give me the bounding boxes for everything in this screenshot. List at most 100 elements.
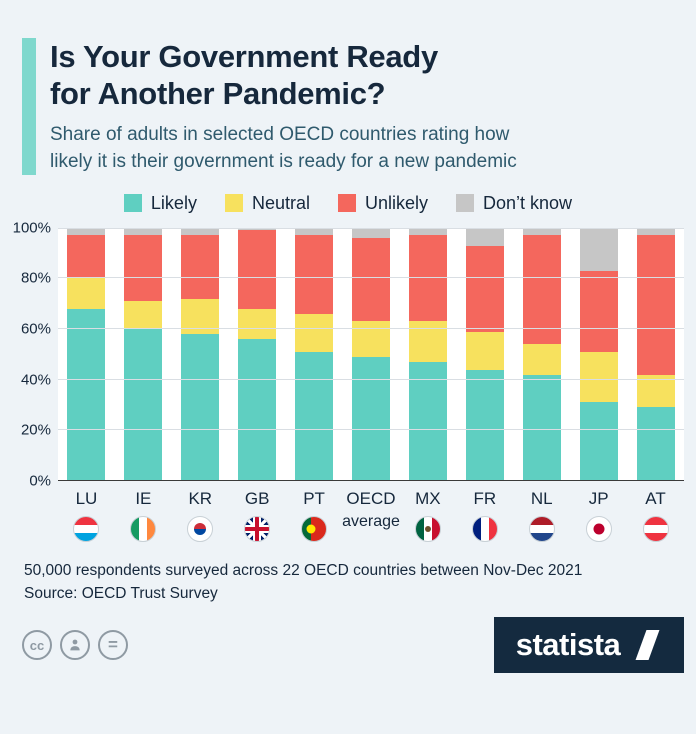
- bar-segment-unlikely: [295, 235, 334, 314]
- x-label-fr: FR: [473, 488, 497, 508]
- legend-item-likely: Likely: [123, 193, 197, 214]
- x-label-lu: LU: [75, 488, 98, 508]
- x-label-at: AT: [645, 488, 666, 508]
- bar-segment-don-t-know: [408, 227, 447, 236]
- flag-slot-ie: [115, 515, 172, 542]
- bar-segment-likely: [465, 369, 504, 481]
- bar-segment-don-t-know: [124, 227, 163, 236]
- x-label-oecd: OECD: [346, 488, 396, 508]
- bar-ie: [124, 227, 163, 481]
- bar-segment-unlikely: [181, 235, 220, 299]
- gridline: [58, 479, 684, 481]
- legend-label: Unlikely: [364, 192, 429, 213]
- y-tick-label: 20%: [20, 421, 51, 439]
- gridline: [58, 227, 684, 229]
- legend-item-unlikely: Unlikely: [337, 192, 429, 214]
- legend-swatch: [456, 194, 475, 213]
- cc-license-icon[interactable]: cc: [22, 630, 52, 661]
- bar-slot-ie: [115, 227, 172, 481]
- gridline: [58, 429, 684, 431]
- bar-pt: [295, 227, 334, 481]
- gridline: [58, 378, 684, 380]
- chart: 0% 20% 40% 60% 80% 100%: [10, 219, 684, 489]
- bar-mx: [408, 227, 447, 481]
- bar-slot-gb: [229, 227, 286, 481]
- x-label-nl: NL: [530, 488, 553, 508]
- bar-slot-at: [627, 227, 684, 481]
- bar-segment-likely: [67, 308, 106, 481]
- flag-at-icon: [642, 515, 669, 542]
- attribution-icon[interactable]: [60, 630, 90, 661]
- footer-note: 50,000 respondents surveyed across 22 OE…: [24, 561, 583, 603]
- flag-gb-icon: [243, 515, 270, 542]
- y-tick-label: 80%: [20, 269, 51, 287]
- bar-segment-unlikely: [465, 245, 504, 332]
- legend-item-neutral: Neutral: [224, 192, 310, 214]
- bar-jp: [579, 227, 618, 481]
- legend-swatch: [224, 194, 243, 213]
- flag-slot-oecd: average: [342, 513, 400, 538]
- flag-fr-icon: [472, 515, 499, 542]
- flag-slot-jp: [570, 515, 627, 542]
- bar-slot-nl: [513, 227, 570, 481]
- bar-segment-likely: [579, 402, 618, 481]
- flag-slot-nl: [514, 515, 571, 542]
- bar-segment-likely: [238, 339, 277, 481]
- bar-slot-fr: [456, 227, 513, 481]
- x-sublabel-average: average: [342, 512, 400, 530]
- statista-logo-icon: [632, 630, 662, 661]
- flag-jp-icon: [585, 515, 612, 542]
- legend-swatch: [337, 194, 356, 213]
- flag-nl-icon: [528, 515, 555, 542]
- bar-segment-neutral: [295, 313, 334, 352]
- bar-slot-lu: [58, 227, 115, 481]
- bar-segment-unlikely: [238, 230, 277, 309]
- statista-wordmark: statista: [515, 627, 621, 663]
- bar-segment-neutral: [351, 321, 390, 357]
- flag-slot-at: [627, 515, 684, 542]
- equal-icon[interactable]: =: [98, 630, 128, 661]
- bar-segment-don-t-know: [67, 227, 106, 236]
- x-label-jp: JP: [588, 488, 609, 508]
- flag-mx-icon: [415, 515, 442, 542]
- flag-ie-icon: [130, 515, 157, 542]
- bar-segment-unlikely: [408, 235, 447, 322]
- flag-slot-mx: [400, 515, 457, 542]
- flag-slot-fr: [457, 515, 514, 542]
- flag-slot-pt: [285, 515, 342, 542]
- y-tick-label: 40%: [20, 371, 51, 389]
- bar-segment-likely: [408, 361, 447, 481]
- bar-segment-don-t-know: [522, 227, 561, 236]
- plot: [58, 227, 684, 481]
- bar-at: [636, 227, 675, 481]
- bar-segment-unlikely: [579, 270, 618, 352]
- cc-license-group: cc =: [22, 630, 128, 661]
- page-title: Is Your Government Ready for Another Pan…: [50, 39, 438, 112]
- bottom-bar: cc = statista: [22, 617, 684, 674]
- legend-label: Neutral: [251, 192, 310, 213]
- x-label-mx: MX: [415, 488, 441, 508]
- bar-slot-mx: [399, 227, 456, 481]
- bar-segment-neutral: [124, 301, 163, 330]
- bar-oecd-average: [351, 227, 390, 481]
- bar-slot-jp: [570, 227, 627, 481]
- x-label-ie: IE: [135, 488, 152, 508]
- flag-pt-icon: [300, 515, 327, 542]
- flags-row: average: [58, 513, 684, 545]
- bar-segment-neutral: [238, 308, 277, 340]
- bar-segment-neutral: [522, 344, 561, 375]
- bar-segment-likely: [522, 374, 561, 481]
- y-tick-label: 100%: [12, 219, 51, 237]
- legend-swatch: [123, 194, 142, 213]
- flag-slot-lu: [58, 515, 115, 542]
- legend-label: Don’t know: [483, 192, 573, 213]
- statista-logo[interactable]: statista: [494, 617, 684, 674]
- bar-segment-likely: [181, 334, 220, 481]
- legend: Likely Neutral Unlikely Don’t know: [0, 193, 696, 214]
- bar-segment-don-t-know: [636, 227, 675, 236]
- gridline: [58, 328, 684, 330]
- bar-lu: [67, 227, 106, 481]
- y-axis: 0% 20% 40% 60% 80% 100%: [10, 219, 58, 489]
- flag-lu-icon: [73, 515, 100, 542]
- bars-row: [58, 227, 684, 481]
